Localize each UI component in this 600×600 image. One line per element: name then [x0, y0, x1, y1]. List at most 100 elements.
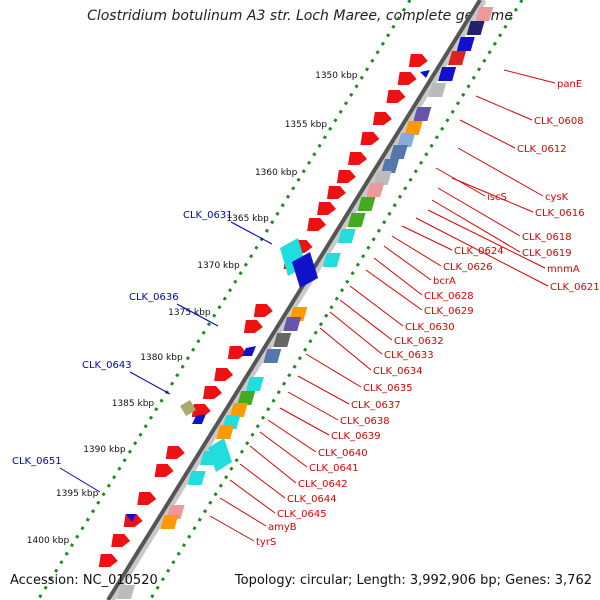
feature-block	[160, 515, 179, 529]
feature-block	[263, 349, 282, 363]
feature-block	[413, 107, 432, 121]
leader-line	[365, 269, 423, 311]
leader-line	[297, 375, 350, 405]
gene-arrow	[202, 386, 222, 399]
leader-line	[230, 221, 273, 245]
leader-line	[459, 119, 516, 149]
tick-label: 1400 kbp	[27, 536, 70, 546]
tick-label: 1375 kbp	[168, 308, 211, 318]
gene-arrow	[348, 152, 368, 165]
feature-block	[381, 159, 400, 173]
gene-arrow	[123, 514, 143, 527]
leader-line	[427, 209, 546, 269]
outer-dotted-track	[148, 0, 524, 600]
gene-arrow	[386, 90, 406, 103]
gene-arrow	[111, 534, 131, 547]
gene-label: CLK_0640	[318, 448, 368, 459]
gene-arrow	[98, 554, 118, 567]
gene-arrow	[243, 320, 263, 333]
leader-line	[176, 303, 219, 327]
leader-line	[209, 515, 255, 542]
feature-block	[322, 253, 341, 267]
gene-label: CLK_0608	[534, 116, 584, 127]
gene-arrow	[137, 492, 157, 505]
gene-label: iscS	[487, 192, 507, 203]
gene-label: cysK	[545, 192, 569, 203]
gene-label: CLK_0639	[331, 431, 381, 442]
gene-label: panE	[557, 79, 582, 90]
leader-line	[129, 371, 171, 395]
leader-line	[415, 217, 549, 287]
gene-label: CLK_0632	[394, 336, 444, 347]
gene-arrow	[326, 186, 346, 199]
feature-block	[245, 377, 264, 391]
gene-label: CLK_0621	[550, 282, 600, 293]
leader-line	[249, 445, 297, 484]
feature-block	[438, 67, 457, 81]
gene-label: CLK_0637	[351, 400, 401, 411]
gene-label: CLK_0612	[517, 144, 567, 155]
leader-line	[339, 299, 393, 341]
gene-label: CLK_0628	[424, 291, 474, 302]
map-title: Clostridium botulinum A3 str. Loch Maree…	[87, 8, 513, 24]
gene-label: amyB	[268, 522, 297, 533]
gene-arrow	[165, 446, 185, 459]
leader-line	[451, 177, 534, 213]
gene-arrow	[397, 72, 417, 85]
gene-label: CLK_0645	[277, 509, 327, 520]
feature-block	[208, 438, 232, 472]
leader-line	[373, 257, 423, 296]
feature-block	[404, 121, 423, 135]
feature-block	[456, 37, 475, 51]
feature-block	[216, 425, 235, 439]
tick-label: 1350 kbp	[315, 71, 358, 81]
leader-line	[259, 431, 308, 468]
gene-label: CLK_0633	[384, 350, 434, 361]
leader-line	[267, 419, 317, 453]
tick-label: 1380 kbp	[140, 353, 183, 363]
gene-label: CLK_0626	[443, 262, 493, 273]
leader-line	[219, 497, 267, 527]
backbone-shadow	[109, 0, 487, 600]
gene-arrow	[307, 218, 327, 231]
gene-label: CLK_0634	[373, 366, 423, 377]
leader-line	[431, 199, 521, 253]
leader-line	[475, 95, 533, 121]
leader-line	[457, 147, 544, 197]
tick-label: 1360 kbp	[255, 168, 298, 178]
gene-label: CLK_0642	[298, 479, 348, 490]
feature-block	[283, 317, 302, 331]
gene-label: CLK_0616	[535, 208, 585, 219]
leader-line	[391, 235, 442, 267]
gene-arrow	[214, 368, 234, 381]
gene-label: CLK_0635	[363, 383, 413, 394]
gene-label: mnmA	[547, 264, 580, 275]
feature-block	[366, 183, 385, 197]
feature-block	[373, 171, 392, 185]
feature-block	[192, 414, 206, 424]
gene-label: CLK_0641	[309, 463, 359, 474]
gene-label: CLK_0644	[287, 494, 337, 505]
tick-label: 1365 kbp	[226, 214, 269, 224]
tick-label: 1395 kbp	[56, 489, 99, 499]
tick-label: 1370 kbp	[197, 261, 240, 271]
feature-block	[475, 7, 494, 21]
feature-block	[180, 400, 196, 416]
feature-block	[229, 403, 248, 417]
leader-line	[349, 285, 404, 327]
gene-label: bcrA	[433, 276, 456, 287]
gene-label: CLK_0618	[522, 232, 572, 243]
feature-block	[337, 229, 356, 243]
gene-label: CLK_0619	[522, 248, 572, 259]
feature-block	[397, 133, 416, 147]
tick-label: 1385 kbp	[112, 399, 155, 409]
tick-track	[36, 0, 412, 600]
leader-line	[329, 311, 383, 355]
feature-block	[357, 197, 376, 211]
feature-block	[448, 51, 467, 65]
leader-line	[503, 69, 556, 84]
leader-line	[279, 407, 330, 436]
gene-label: CLK_0629	[424, 306, 474, 317]
